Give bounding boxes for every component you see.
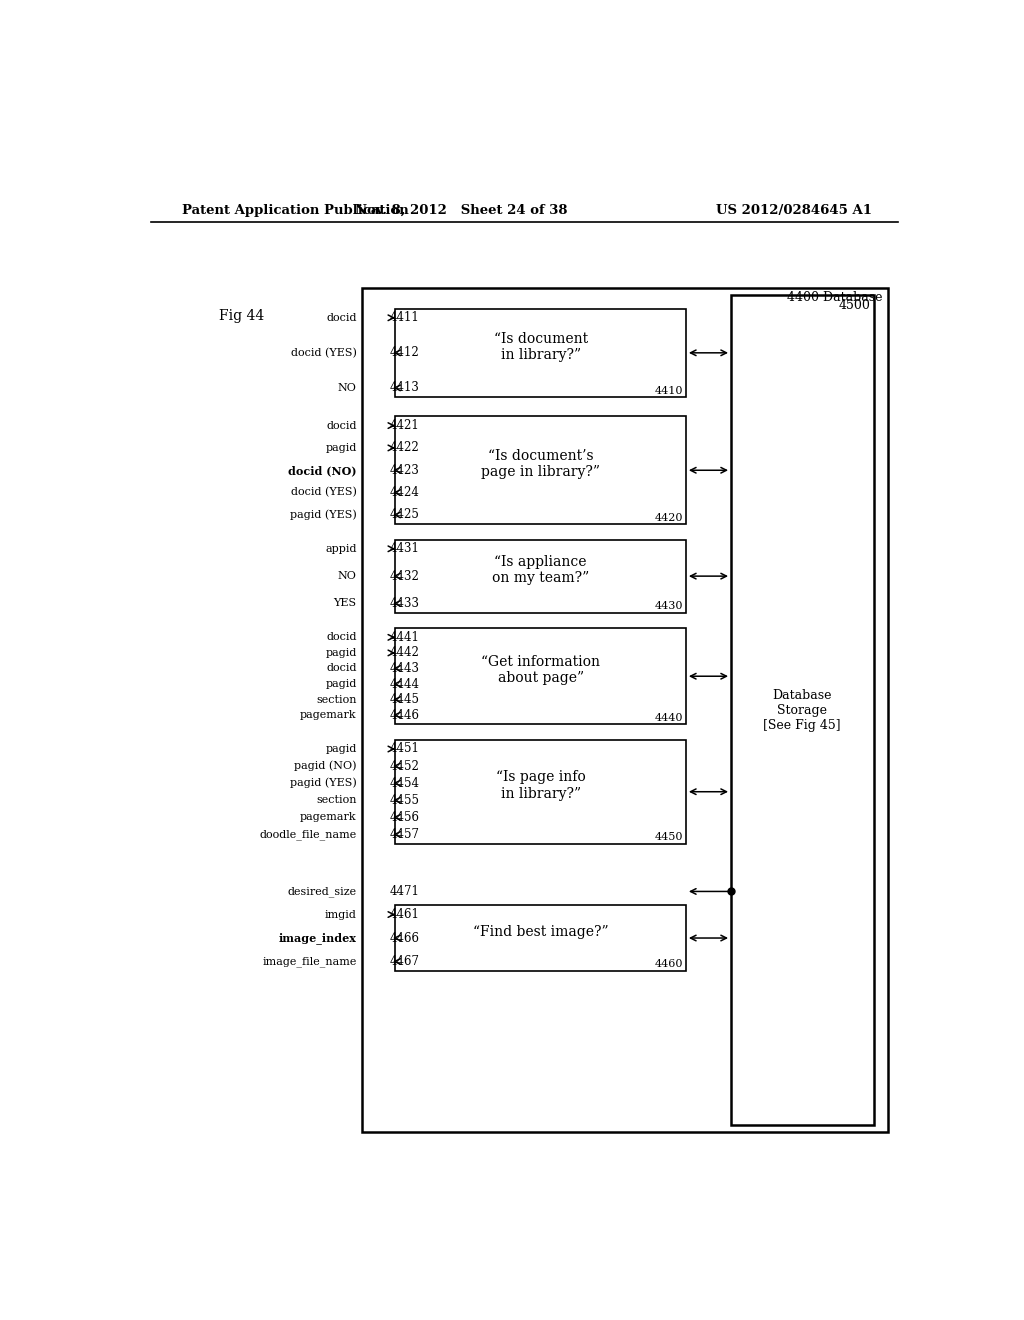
Text: docid (YES): docid (YES) [291,347,356,358]
Bar [731,296,873,1125]
Text: 4461: 4461 [389,908,419,921]
Text: “Is document
in library?”: “Is document in library?” [494,331,588,362]
Text: 4444: 4444 [389,677,419,690]
Text: “Find best image?”: “Find best image?” [473,925,608,939]
Text: 4423: 4423 [389,463,419,477]
Text: 4413: 4413 [389,381,419,395]
Text: section: section [316,694,356,705]
Text: 4450: 4450 [654,832,683,842]
Text: “Get information
about page”: “Get information about page” [481,655,600,685]
Text: imgid: imgid [325,909,356,920]
Text: Patent Application Publication: Patent Application Publication [182,205,409,218]
Text: 4471: 4471 [389,884,419,898]
Text: 4431: 4431 [389,543,419,556]
Bar [395,416,686,524]
Text: “Is document’s
page in library?”: “Is document’s page in library?” [481,449,600,479]
Text: Fig 44: Fig 44 [219,309,264,322]
Text: image_index: image_index [279,932,356,944]
Text: US 2012/0284645 A1: US 2012/0284645 A1 [716,205,872,218]
Text: 4451: 4451 [389,742,419,755]
Text: 4445: 4445 [389,693,419,706]
Text: NO: NO [338,572,356,581]
Text: 4440: 4440 [654,713,683,723]
Text: docid (NO): docid (NO) [288,465,356,475]
Text: 4421: 4421 [389,418,419,432]
Text: pagid (YES): pagid (YES) [290,777,356,788]
Text: 4460: 4460 [654,960,683,969]
Text: docid: docid [326,632,356,643]
Text: 4432: 4432 [389,570,419,582]
Text: 4456: 4456 [389,810,419,824]
Text: section: section [316,795,356,805]
Text: YES: YES [334,598,356,609]
Text: docid: docid [326,664,356,673]
Text: 4410: 4410 [654,385,683,396]
Bar [362,288,888,1133]
Text: “Is page info
in library?”: “Is page info in library?” [496,771,586,801]
Bar [395,628,686,725]
Bar [395,739,686,843]
Text: 4457: 4457 [389,828,419,841]
Text: 4452: 4452 [389,759,419,772]
Text: 4411: 4411 [389,312,419,325]
Text: Nov. 8, 2012   Sheet 24 of 38: Nov. 8, 2012 Sheet 24 of 38 [355,205,567,218]
Text: 4412: 4412 [389,346,419,359]
Text: 4442: 4442 [389,647,419,660]
Text: doodle_file_name: doodle_file_name [259,829,356,840]
Text: pagemark: pagemark [300,812,356,822]
Text: pagemark: pagemark [300,710,356,721]
Bar [395,906,686,970]
Bar [395,309,686,397]
Text: pagid (YES): pagid (YES) [290,510,356,520]
Text: 4425: 4425 [389,508,419,521]
Text: Database
Storage
[See Fig 45]: Database Storage [See Fig 45] [764,689,841,731]
Text: 4433: 4433 [389,597,419,610]
Bar [395,540,686,612]
Text: 4500: 4500 [839,298,870,312]
Text: image_file_name: image_file_name [262,956,356,966]
Text: pagid: pagid [326,678,356,689]
Text: 4467: 4467 [389,954,419,968]
Text: 4455: 4455 [389,793,419,807]
Text: 4454: 4454 [389,776,419,789]
Text: 4424: 4424 [389,486,419,499]
Text: 4446: 4446 [389,709,419,722]
Text: pagid (NO): pagid (NO) [294,760,356,771]
Text: “Is appliance
on my team?”: “Is appliance on my team?” [493,554,590,585]
Text: 4430: 4430 [654,601,683,611]
Text: docid: docid [326,421,356,430]
Text: 4420: 4420 [654,512,683,523]
Text: 4443: 4443 [389,661,419,675]
Text: 4400 Database: 4400 Database [787,290,883,304]
Text: 4441: 4441 [389,631,419,644]
Text: NO: NO [338,383,356,393]
Text: docid: docid [326,313,356,323]
Text: appid: appid [326,544,356,554]
Text: 4466: 4466 [389,932,419,945]
Text: pagid: pagid [326,648,356,657]
Text: pagid: pagid [326,444,356,453]
Text: 4422: 4422 [389,441,419,454]
Text: desired_size: desired_size [288,886,356,896]
Text: docid (YES): docid (YES) [291,487,356,498]
Text: pagid: pagid [326,744,356,754]
